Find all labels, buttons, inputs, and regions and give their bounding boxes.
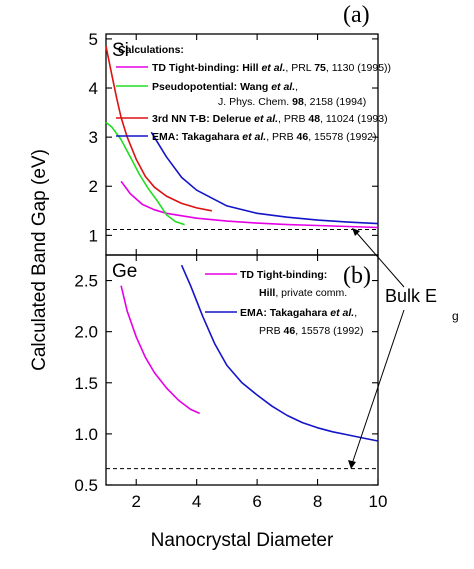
panel-b-axes: 2 4 6 8 10 0.5 1.0 1.5 2.0 2.5 bbox=[74, 255, 387, 511]
series-line-si-2 bbox=[105, 46, 212, 212]
y-tick-label: 1 bbox=[89, 226, 98, 245]
y-axis-label: Calculated Band Gap (eV) bbox=[29, 149, 50, 371]
y-tick-label: 4 bbox=[89, 79, 98, 98]
y-tick-label: 0.5 bbox=[74, 476, 98, 495]
legend-entry-pseudopotential: Pseudopotential: Wang et al., bbox=[152, 81, 298, 93]
x-tick-label: 6 bbox=[252, 492, 261, 511]
series-line-ge-1 bbox=[180, 264, 379, 442]
legend-entry-tb-hill-ge: TD Tight-binding: bbox=[240, 269, 327, 281]
x-tick-label: 10 bbox=[369, 492, 388, 511]
legend-entry-pseudopotential-line2: J. Phys. Chem. 98, 2158 (1994) bbox=[218, 96, 366, 108]
legend-entry-ema-ge: EMA: Takagahara et al., bbox=[240, 307, 357, 319]
panel-a-series bbox=[105, 46, 379, 230]
panel-a-tag: (a) bbox=[343, 2, 370, 28]
panel-b-series bbox=[106, 264, 379, 470]
y-tick-label: 2 bbox=[89, 177, 98, 196]
x-tick-label: 8 bbox=[313, 492, 322, 511]
panel-b-frame bbox=[105, 254, 379, 486]
legend-entry-tb-hill-ge-line2: Hill, private comm. bbox=[259, 287, 347, 299]
y-tick-label: 5 bbox=[89, 30, 98, 49]
material-si-label: Si bbox=[112, 40, 129, 61]
legend-title: Calculations: bbox=[118, 44, 184, 56]
series-line-si-1 bbox=[105, 121, 185, 226]
series-line-ge-0 bbox=[120, 285, 201, 415]
y-tick-label: 3 bbox=[89, 128, 98, 147]
bulk-arrow-si bbox=[355, 231, 405, 288]
series-line-si-0 bbox=[120, 180, 379, 229]
panel-b-tag: (b) bbox=[343, 263, 371, 289]
legend-entry-tb-hill: TD Tight-binding: Hill et al., PRL 75, 1… bbox=[152, 62, 391, 74]
legend-entry-ema-ge-line2: PRB 46, 15578 (1992) bbox=[259, 325, 364, 337]
x-axis-label: Nanocrystal Diameter bbox=[151, 530, 334, 551]
legend-entry-ema-si: EMA: Takagahara et al., PRB 46, 15578 (1… bbox=[152, 131, 377, 143]
bulk-arrowhead-si bbox=[352, 228, 360, 236]
x-tick-label: 4 bbox=[192, 492, 201, 511]
bulk-eg-annotation: Bulk E g bbox=[348, 228, 459, 469]
x-tick-label: 2 bbox=[131, 492, 140, 511]
y-tick-label: 2.0 bbox=[74, 323, 98, 342]
bulk-eg-subscript: g bbox=[452, 309, 459, 323]
panel-a-axes: 1 2 3 4 5 bbox=[89, 30, 379, 255]
legend-entry-delerue: 3rd NN T-B: Delerue et al., PRB 48, 1102… bbox=[152, 113, 388, 125]
series-line-si-3 bbox=[150, 131, 379, 225]
panel-b-legend: TD Tight-binding: Hill, private comm. EM… bbox=[205, 269, 364, 337]
material-ge-label: Ge bbox=[112, 261, 137, 282]
bulk-arrowhead-ge bbox=[348, 460, 356, 469]
bulk-arrow-ge bbox=[351, 309, 405, 465]
y-tick-label: 1.0 bbox=[74, 425, 98, 444]
y-tick-label: 1.5 bbox=[74, 374, 98, 393]
panel-a-legend: Calculations: TD Tight-binding: Hill et … bbox=[116, 44, 391, 143]
bulk-eg-label: Bulk E bbox=[385, 286, 437, 306]
y-tick-label: 2.5 bbox=[74, 272, 98, 291]
